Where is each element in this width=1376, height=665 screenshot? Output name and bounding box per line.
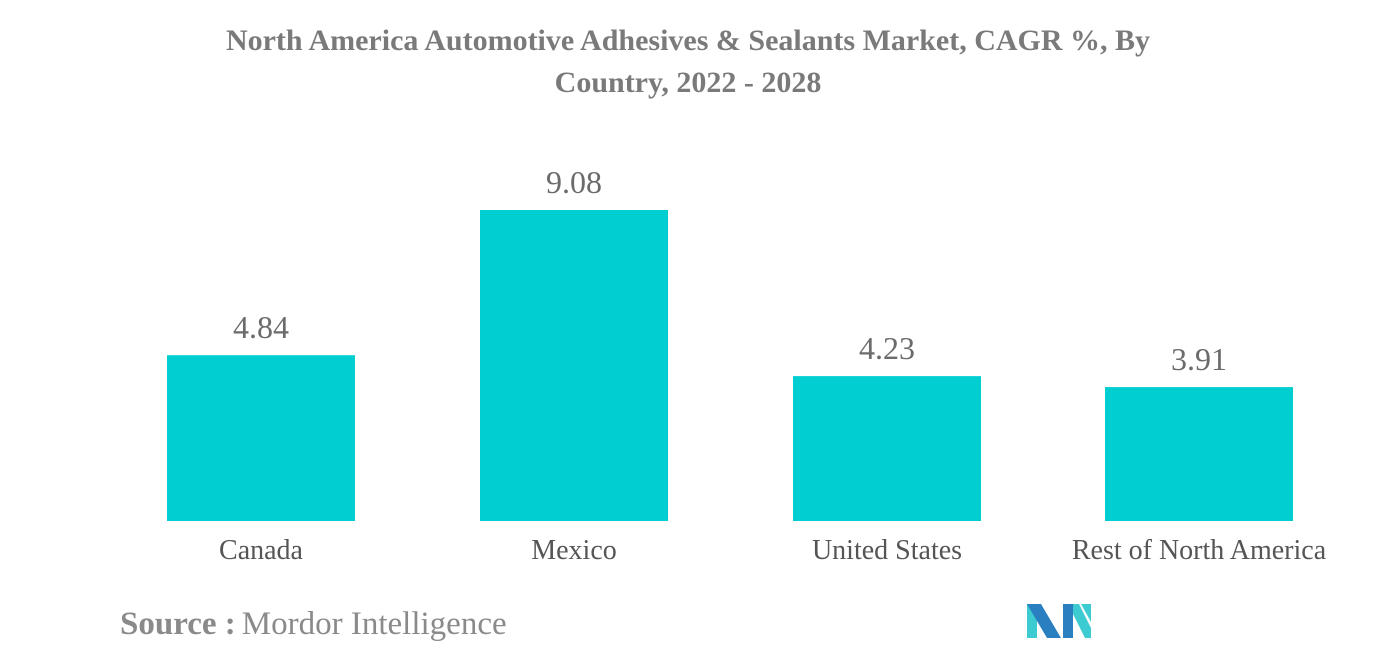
bar-chart: 4.84 Canada 9.08 Mexico 4.23 United States 3.9… <box>167 164 1327 566</box>
mordor-logo-icon <box>1027 604 1091 638</box>
chart-title: North America Automotive Adhesives & Sea… <box>225 24 1151 99</box>
source-text: Mordor Intelligence <box>241 606 507 642</box>
bar-canada <box>167 355 355 521</box>
x-tick-label: Canada <box>219 535 304 566</box>
data-label: 9.08 <box>546 164 602 200</box>
bar-rest-of-north-america <box>1105 387 1293 521</box>
bar-mexico <box>480 210 668 521</box>
data-label: 4.23 <box>859 330 915 366</box>
x-tick-label: United States <box>812 535 962 566</box>
source-note: Source : Mordor Intelligence <box>120 606 507 643</box>
x-tick-label: Rest of North America <box>1072 535 1327 566</box>
x-tick-label: Mexico <box>531 535 617 566</box>
bar-united-states <box>793 376 981 521</box>
source-label: Source : <box>120 606 236 642</box>
data-label: 3.91 <box>1171 341 1227 377</box>
data-label: 4.84 <box>233 309 289 345</box>
